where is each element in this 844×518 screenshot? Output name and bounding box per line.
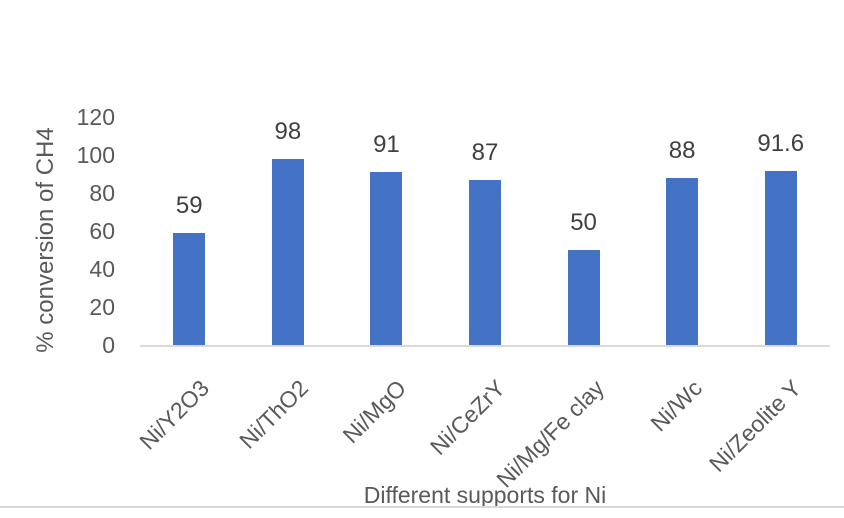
page-edge-line xyxy=(0,506,844,508)
y-tick-label: 80 xyxy=(89,180,115,206)
y-tick-label: 100 xyxy=(76,142,115,168)
bar xyxy=(271,158,304,345)
y-tick-label: 20 xyxy=(89,294,115,320)
bar xyxy=(764,170,797,345)
x-axis-line xyxy=(140,345,830,347)
y-tick-label: 0 xyxy=(102,332,115,358)
y-tick-label: 60 xyxy=(89,218,115,244)
bar-value-label: 91.6 xyxy=(757,129,805,157)
y-tick-label: 40 xyxy=(89,256,115,282)
bar xyxy=(666,177,699,345)
bar xyxy=(567,250,600,345)
bar-value-label: 50 xyxy=(570,209,597,236)
bar-value-label: 88 xyxy=(668,136,696,164)
bar xyxy=(469,179,501,345)
bar-value-label: 59 xyxy=(175,191,203,219)
bar-value-label: 91 xyxy=(373,131,400,159)
bar xyxy=(173,232,206,345)
bar xyxy=(370,172,403,345)
x-axis-title: Different supports for Ni xyxy=(363,482,607,508)
bar-value-label: 87 xyxy=(471,138,499,166)
bar-value-label: 98 xyxy=(274,117,302,145)
y-tick-label: 120 xyxy=(76,104,115,130)
